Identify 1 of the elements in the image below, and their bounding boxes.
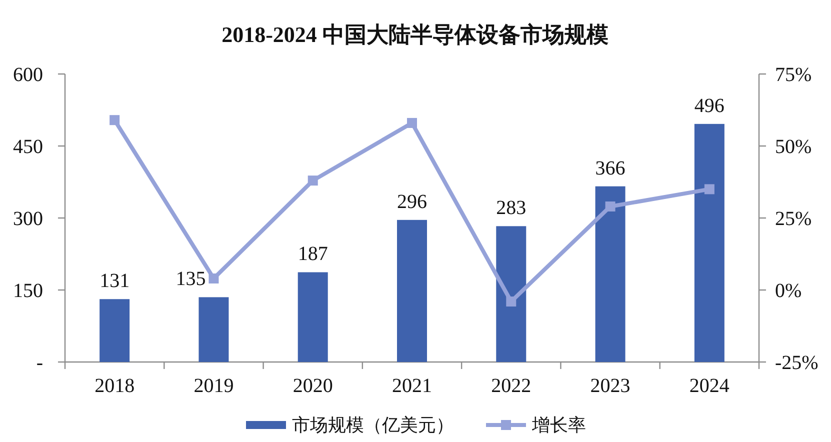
title: 2018-2024 中国大陆半导体设备市场规模 — [222, 22, 608, 47]
